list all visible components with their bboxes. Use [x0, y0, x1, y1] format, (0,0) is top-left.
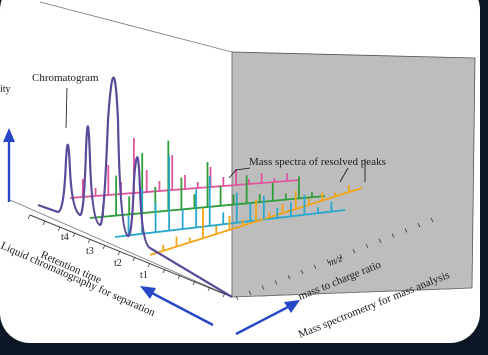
t1-label: t1 [140, 270, 148, 281]
left-wall [39, 1, 233, 297]
retention-tick [207, 286, 211, 292]
mz-tick [248, 290, 252, 295]
mass-spectra-pointer [228, 167, 251, 179]
retention-axis-ticks [27, 214, 226, 298]
t4-label: t4 [61, 232, 69, 243]
retention-tick [192, 280, 196, 286]
intensity-arrow [3, 128, 15, 202]
retention-tick [57, 226, 61, 232]
retention-tick [27, 214, 31, 220]
retention-tick [132, 256, 136, 262]
mz-tick [261, 285, 265, 290]
mass-spectra-label: Mass spectra of resolved peaks [249, 156, 386, 168]
mz-arrow [235, 300, 300, 336]
retention-tick [117, 250, 121, 256]
retention-tick [222, 292, 226, 298]
t2-label: t2 [114, 258, 122, 269]
baseline-floor [29, 214, 233, 298]
mz-tick [378, 238, 382, 243]
mz-axis-ticks [235, 217, 434, 301]
mz-tick [313, 264, 317, 269]
mz-tick [404, 228, 408, 233]
retention-tick [87, 238, 91, 244]
mz-label: m/z [327, 253, 344, 268]
mz-tick [326, 259, 330, 264]
mz-tick [430, 217, 434, 223]
t3-label: t3 [86, 246, 94, 257]
mz-tick [417, 223, 421, 228]
retention-tick [102, 244, 106, 250]
mz-tick [352, 249, 356, 254]
mz-tick [235, 295, 239, 301]
mz-tick [365, 243, 369, 249]
retention-tick [147, 262, 151, 268]
chromatogram-trace [37, 76, 233, 298]
mz-tick [391, 233, 395, 238]
retention-tick [42, 220, 46, 226]
mass-spectra-pointer-right [339, 167, 349, 183]
back-wall [231, 51, 476, 298]
mz-tick [287, 275, 291, 280]
chromatogram-label: Chromatogram [32, 72, 99, 84]
mz-tick [300, 269, 304, 275]
retention-tick [162, 268, 166, 274]
retention-arrow [140, 286, 214, 327]
mz-tick [274, 280, 278, 285]
intensity-label: ity [0, 84, 11, 95]
retention-tick [72, 232, 76, 238]
chromatogram-pointer [65, 87, 68, 129]
mz-tick [339, 254, 343, 259]
retention-tick [177, 274, 181, 280]
